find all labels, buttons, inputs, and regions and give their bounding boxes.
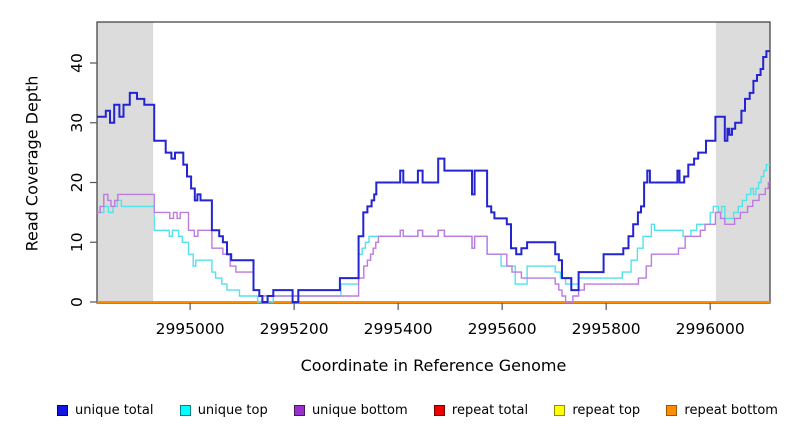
legend-item-repeat-bottom: repeat bottom xyxy=(666,403,778,418)
x-tick-label: 2995200 xyxy=(260,320,329,338)
x-tick-label: 2995800 xyxy=(572,320,641,338)
legend-label: repeat top xyxy=(572,402,641,418)
legend-label: repeat total xyxy=(451,402,529,418)
unique-total-swatch-icon xyxy=(57,404,68,416)
y-tick-label: 40 xyxy=(68,53,86,73)
legend-label: unique top xyxy=(197,402,268,418)
repeat-bottom-swatch-icon xyxy=(666,404,678,416)
legend-label: unique total xyxy=(75,402,154,418)
y-tick-label: 30 xyxy=(68,113,86,133)
shaded-region xyxy=(715,22,770,303)
repeat-top-swatch-icon xyxy=(554,404,566,416)
legend-label: repeat bottom xyxy=(684,402,778,418)
legend-item-unique-bottom: unique bottom xyxy=(293,402,408,418)
y-tick-label: 10 xyxy=(68,232,86,252)
x-tick-label: 2995600 xyxy=(468,320,537,338)
shaded-region xyxy=(97,22,154,303)
legend: unique total unique top unique bottom re… xyxy=(0,398,792,422)
series-unique-bottom xyxy=(97,181,770,303)
plot-canvas: 2995000 2995200 2995400 2995600 2995800 29960… xyxy=(68,21,771,338)
x-tick-label: 2996000 xyxy=(676,320,745,338)
legend-label: unique bottom xyxy=(311,402,408,418)
x-tick-label: 2995000 xyxy=(156,320,225,338)
unique-top-swatch-icon xyxy=(179,404,191,416)
series-unique-total xyxy=(97,50,770,303)
coverage-chart: 2995000 2995200 2995400 2995600 2995800 29960… xyxy=(22,21,771,375)
y-tick-label: 0 xyxy=(68,297,86,307)
legend-item-repeat-total: repeat total xyxy=(433,402,529,418)
repeat-total-swatch-icon xyxy=(433,404,445,416)
y-tick-label: 20 xyxy=(68,173,86,193)
legend-item-unique-top: unique top xyxy=(179,402,268,418)
x-axis-title: Coordinate in Reference Genome xyxy=(300,356,567,375)
legend-item-unique-total: unique total xyxy=(57,403,153,418)
x-tick-label: 2995400 xyxy=(364,320,433,338)
y-axis-title: Read Coverage Depth xyxy=(22,75,42,252)
legend-item-repeat-top: repeat top xyxy=(554,403,640,418)
unique-bottom-swatch-icon xyxy=(293,404,305,416)
